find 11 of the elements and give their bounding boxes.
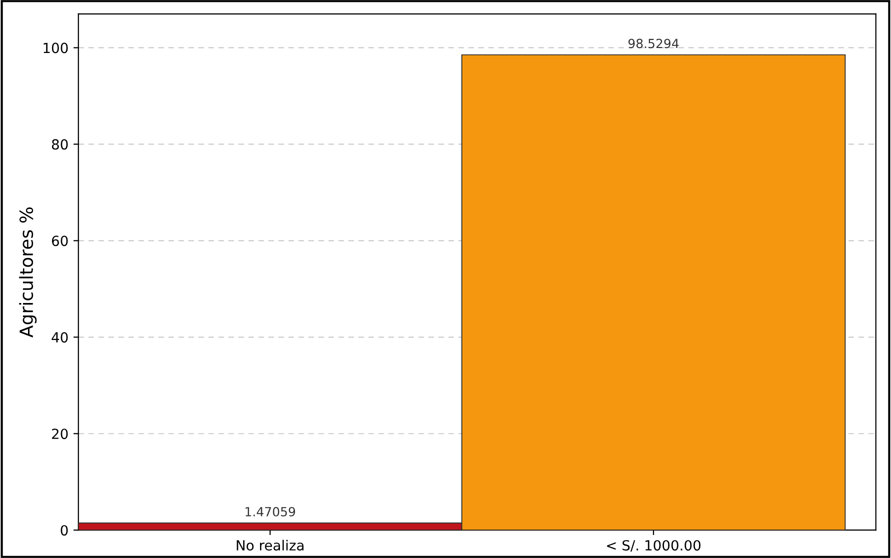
x-tick-label: < S/. 1000.00 [607,540,700,552]
y-tick-label: 0 [60,525,68,536]
y-tick-label: 100 [44,42,68,54]
y-tick-label: 40 [52,332,68,343]
y-tick-label: 80 [52,139,68,150]
data-label: 98.5294 [628,38,679,48]
data-label: 1.47059 [246,506,296,516]
y-tick-label: 60 [52,236,68,246]
x-tick-label: No realiza [236,540,304,551]
y-tick-label: 20 [52,428,68,440]
y-axis-title: Agricultores % [19,207,37,338]
